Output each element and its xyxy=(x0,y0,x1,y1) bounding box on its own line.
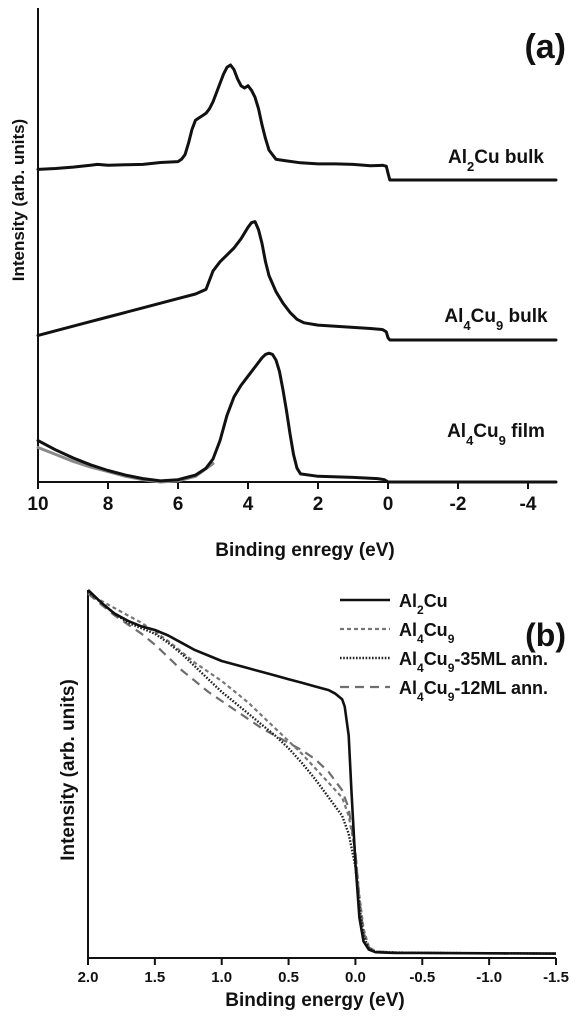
panel-b-legend-label: Al4Cu9 xyxy=(399,620,455,646)
panel-b-x-ticks: 2.0 1.5 1.0 0.5 0.0 -0.5 -1.0 -1.5 xyxy=(78,958,569,986)
panel-b-trace-0 xyxy=(88,590,556,954)
panel-a-trace-2 xyxy=(38,353,556,482)
panel-b-trace-1 xyxy=(88,594,556,954)
panel-a-trace-label-2: Al4Cu9 film xyxy=(447,421,545,448)
panel-b: 2.0 1.5 1.0 0.5 0.0 -0.5 -1.0 -1.5 Al2Cu Al4Cu9 A… xyxy=(58,590,569,1011)
panel-b-tick-label: -1.0 xyxy=(476,969,502,986)
panel-b-tick-label: 0.5 xyxy=(278,969,299,986)
panel-a-tick-label: 6 xyxy=(173,494,184,515)
panel-a-tick-label: 4 xyxy=(243,494,254,515)
panel-a-y-axis-title: Intensity (arb. units) xyxy=(9,119,28,281)
panel-a-tick-label: -2 xyxy=(450,494,467,515)
panel-b-label: (b) xyxy=(525,617,566,653)
panel-b-trace-3 xyxy=(88,594,556,954)
panel-b-tick-label: 1.0 xyxy=(211,969,232,986)
panel-a-x-ticks: 10 8 6 4 2 0 -2 -4 xyxy=(27,482,536,515)
panel-a-tick-label: 10 xyxy=(27,494,48,515)
panel-a-tick-label: 2 xyxy=(313,494,324,515)
panel-b-x-axis-title: Binding energy (eV) xyxy=(225,990,404,1011)
panel-b-legend-label: Al4Cu9-12ML ann. xyxy=(399,678,548,704)
panel-b-tick-label: 0.0 xyxy=(345,969,366,986)
panel-a-series xyxy=(38,65,556,482)
panel-a-tick-label: 8 xyxy=(103,494,114,515)
panel-a-x-axis-title: Binding enregy (eV) xyxy=(215,540,394,561)
panel-b-trace-2 xyxy=(88,592,556,954)
panel-b-y-axis-title: Intensity (arb. units) xyxy=(58,679,79,861)
panel-a-tick-label: -4 xyxy=(520,494,537,515)
panel-b-legend-label: Al2Cu xyxy=(399,591,448,617)
panel-a-label: (a) xyxy=(524,28,566,66)
panel-a: 10 8 6 4 2 0 -2 -4 Al2Cu bulk Al4Cu9 bulk Al4Cu9 … xyxy=(9,8,566,561)
panel-b-tick-label: -1.5 xyxy=(543,969,569,986)
panel-b-tick-label: 1.5 xyxy=(144,969,165,986)
panel-b-tick-label: -0.5 xyxy=(409,969,435,986)
panel-a-trace-labels: Al2Cu bulk Al4Cu9 bulk Al4Cu9 film xyxy=(444,147,548,448)
panel-a-trace-label-0: Al2Cu bulk xyxy=(448,147,544,174)
panel-a-trace-label-1: Al4Cu9 bulk xyxy=(444,306,548,333)
panel-a-tick-label: 0 xyxy=(383,494,394,515)
panel-b-tick-label: 2.0 xyxy=(78,969,99,986)
panel-b-series xyxy=(88,590,556,954)
